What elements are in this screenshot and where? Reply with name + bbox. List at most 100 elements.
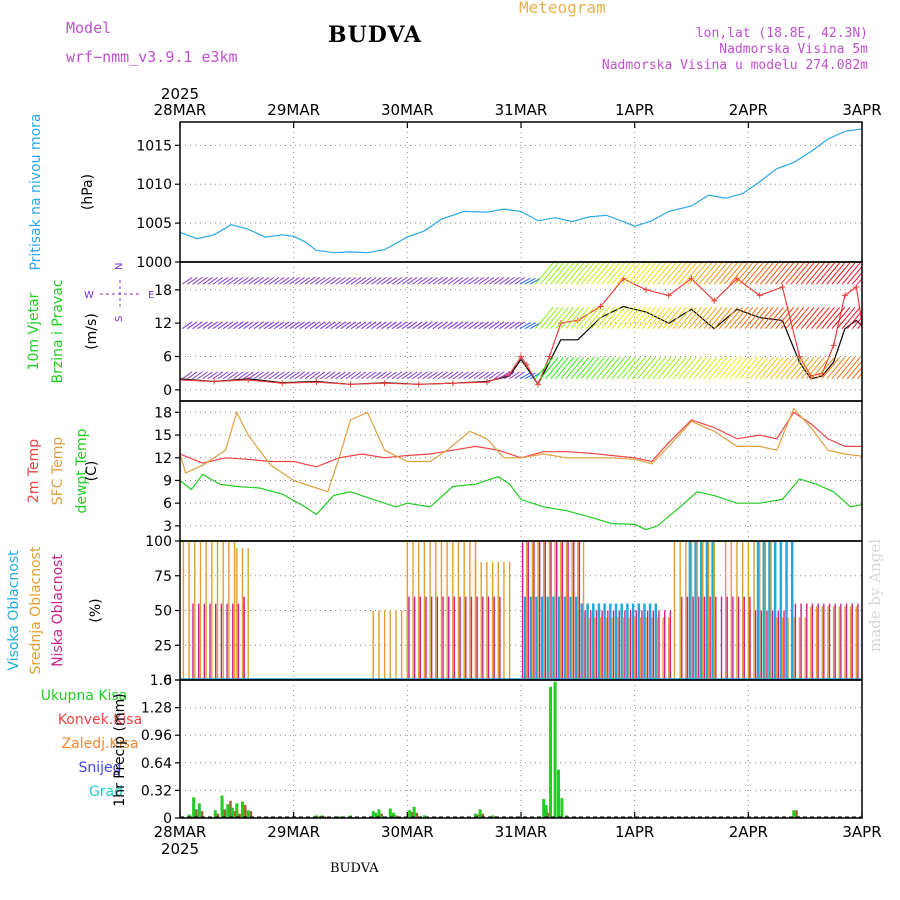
y-tick-label: 12 [154, 451, 172, 467]
wind-barb [632, 356, 651, 380]
wind-barb [759, 356, 779, 380]
wind-barb [821, 306, 841, 330]
precip-bar-total [392, 812, 396, 818]
wind-barb [207, 321, 218, 330]
gust-marker [279, 380, 286, 387]
panel-pressure [180, 128, 862, 254]
gust-marker [665, 292, 672, 299]
x-tick-label-bottom: 29MAR [267, 823, 320, 841]
wind-barb [621, 356, 641, 380]
precip-bar-total [542, 799, 546, 818]
precip-bar-total [412, 806, 416, 818]
y-tick-label: 1005 [136, 216, 172, 232]
wind-barb [458, 321, 469, 330]
wind-barb [371, 276, 382, 285]
wind-barb [770, 262, 789, 285]
wind-barb [591, 356, 610, 380]
y-tick-label: 15 [154, 428, 172, 444]
wind-barb [345, 321, 357, 330]
wind-barb [248, 371, 259, 380]
precip-bar-total [549, 686, 553, 818]
wind-barb [831, 306, 851, 330]
wind-barb [422, 276, 433, 285]
precip-bar-conv [477, 814, 480, 818]
wind-barb [749, 306, 769, 330]
x-tick-label-bottom: 28MAR [154, 823, 207, 841]
wind-barb [718, 306, 738, 330]
wind-barb [596, 306, 615, 330]
wind-barb [412, 276, 423, 285]
wind-barb [294, 371, 305, 380]
wind-barb [233, 321, 244, 330]
gust-marker [853, 284, 860, 291]
model-name: wrf−nmm_v3.9.1 e3km [66, 48, 238, 66]
y-tick-label: 6 [163, 496, 172, 512]
wind-barb [228, 371, 239, 380]
panel-label: Pritisak na nivou mora [28, 113, 44, 270]
wind-barb [447, 321, 459, 330]
precip-bar-total [478, 809, 482, 818]
gust-marker [245, 376, 252, 383]
wind-barb [314, 371, 326, 380]
wind-barb [289, 276, 300, 285]
x-tick-label-top: 30MAR [381, 101, 434, 119]
y-tick-label: 0.96 [141, 728, 172, 744]
wind-barb [345, 276, 357, 285]
year-label-top: 2025 [161, 85, 199, 103]
wind-barb [678, 262, 697, 285]
precip-bar-total [474, 813, 478, 818]
wind-barb [463, 276, 474, 285]
wind-barb [187, 371, 198, 380]
y-tick-label: 0 [163, 383, 172, 399]
wind-barb [765, 306, 784, 330]
series-line [180, 411, 862, 468]
wind-barb [192, 276, 203, 285]
wind-barb [330, 276, 341, 285]
wind-barb [836, 262, 856, 285]
precip-bar-total [553, 681, 557, 818]
wind-barb [816, 306, 835, 330]
wind-barb [683, 262, 702, 285]
wind-barb [294, 321, 305, 330]
wind-barb [780, 306, 800, 330]
wind-barb [228, 321, 239, 330]
wind-barb [580, 262, 600, 285]
wind-barb [263, 276, 275, 285]
wind-barb [304, 321, 316, 330]
wind-barb [708, 306, 728, 330]
wind-barb [637, 356, 656, 380]
precip-bar-conv [249, 811, 253, 818]
wind-barb [494, 371, 505, 380]
wind-barb [478, 276, 490, 285]
wind-barb [386, 321, 397, 330]
wind-barb [263, 321, 275, 330]
wind-barb [202, 371, 213, 380]
precip-bar-conv [380, 813, 383, 818]
wind-barb [361, 321, 372, 330]
wind-barb [279, 371, 290, 380]
y-tick-label: 1.6 [150, 673, 172, 689]
x-tick-label-bottom: 31MAR [495, 823, 548, 841]
precip-bar-total [246, 810, 250, 818]
compass-e: E [148, 290, 154, 301]
wind-barb [765, 356, 784, 380]
y-tick-label: 1010 [136, 177, 172, 193]
wind-barb [596, 356, 615, 380]
wind-barb [217, 321, 229, 330]
wind-barb [637, 306, 656, 330]
wind-barb [514, 321, 525, 330]
wind-barb [335, 276, 346, 285]
wind-barb [688, 356, 708, 380]
wind-barb [678, 356, 697, 380]
precip-bar-conv [216, 813, 220, 818]
wind-barb [662, 356, 682, 380]
wind-barb [309, 371, 321, 380]
wind-barb [258, 371, 270, 380]
wind-barb [688, 262, 708, 285]
wind-barb [739, 356, 759, 380]
wind-barb [857, 322, 862, 330]
wind-barb [468, 371, 479, 380]
precip-bar-conv [229, 800, 232, 818]
wind-barb [698, 262, 718, 285]
gust-marker [859, 320, 862, 327]
